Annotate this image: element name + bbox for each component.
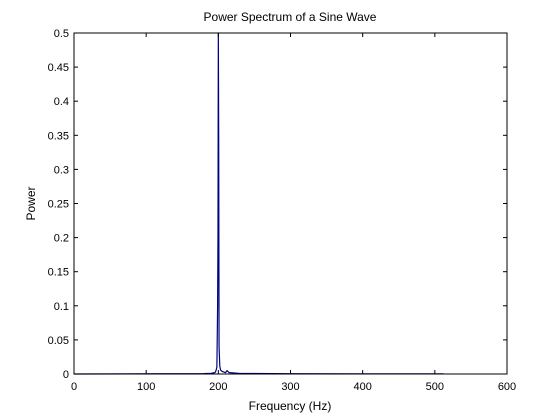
x-tick-label: 100 bbox=[137, 381, 155, 393]
y-tick-label: 0.25 bbox=[48, 199, 69, 211]
x-tick-label: 200 bbox=[209, 381, 227, 393]
x-tick-label: 300 bbox=[281, 381, 299, 393]
chart-title: Power Spectrum of a Sine Wave bbox=[204, 10, 377, 24]
y-tick-label: 0 bbox=[63, 369, 69, 381]
plot-area bbox=[74, 33, 507, 374]
y-tick-label: 0.1 bbox=[54, 301, 69, 313]
x-tick-label: 0 bbox=[71, 381, 77, 393]
x-axis-label: Frequency (Hz) bbox=[249, 399, 332, 413]
x-tick-label: 600 bbox=[498, 381, 516, 393]
y-tick-label: 0.45 bbox=[48, 62, 69, 74]
y-tick-label: 0.4 bbox=[54, 96, 69, 108]
y-axis-ticks: 0 0.05 0.1 0.15 0.2 0.25 0.3 0.35 0.4 0.45 0.5 bbox=[48, 28, 507, 381]
y-tick-label: 0.05 bbox=[48, 335, 69, 347]
y-tick-label: 0.15 bbox=[48, 267, 69, 279]
x-axis-ticks: 0 100 200 300 400 500 600 bbox=[71, 33, 516, 393]
y-tick-label: 0.2 bbox=[54, 233, 69, 245]
y-tick-label: 0.5 bbox=[54, 28, 69, 40]
y-tick-label: 0.35 bbox=[48, 130, 69, 142]
x-tick-label: 500 bbox=[426, 381, 444, 393]
x-tick-label: 400 bbox=[353, 381, 371, 393]
y-axis-label: Power bbox=[24, 186, 38, 220]
y-tick-label: 0.3 bbox=[54, 164, 69, 176]
